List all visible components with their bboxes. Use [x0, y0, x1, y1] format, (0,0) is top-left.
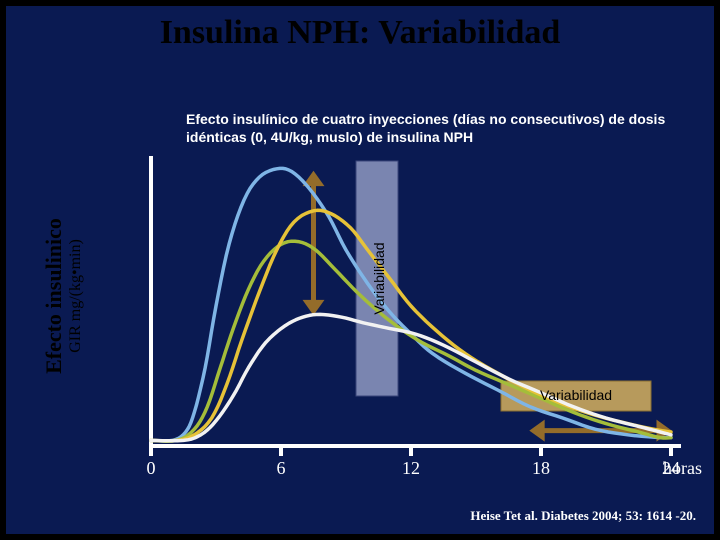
- chart-svg: [131, 146, 691, 466]
- x-tick-label: 6: [277, 458, 286, 479]
- page-title: Insulina NPH: Variabilidad: [6, 14, 714, 52]
- vertical-variability-label: Variabilidad: [371, 181, 387, 376]
- slide: Insulina NPH: Variabilidad Efecto insulí…: [0, 0, 720, 540]
- y-axis-label: Efecto insulinico GIR mg/(kg•min): [41, 156, 85, 436]
- horizontal-variability-label: Variabilidad: [501, 387, 651, 403]
- x-axis-unit: horas: [663, 458, 702, 479]
- x-tick-label: 18: [532, 458, 550, 479]
- citation: Heise Tet al. Diabetes 2004; 53: 1614 -2…: [470, 508, 696, 524]
- x-tick-label: 0: [147, 458, 156, 479]
- chart-subtitle: Efecto insulínico de cuatro inyecciones …: [186, 111, 676, 146]
- y-axis-main: Efecto insulinico: [41, 218, 66, 374]
- y-axis-sub: GIR mg/(kg•min): [67, 239, 84, 353]
- x-tick-label: 12: [402, 458, 420, 479]
